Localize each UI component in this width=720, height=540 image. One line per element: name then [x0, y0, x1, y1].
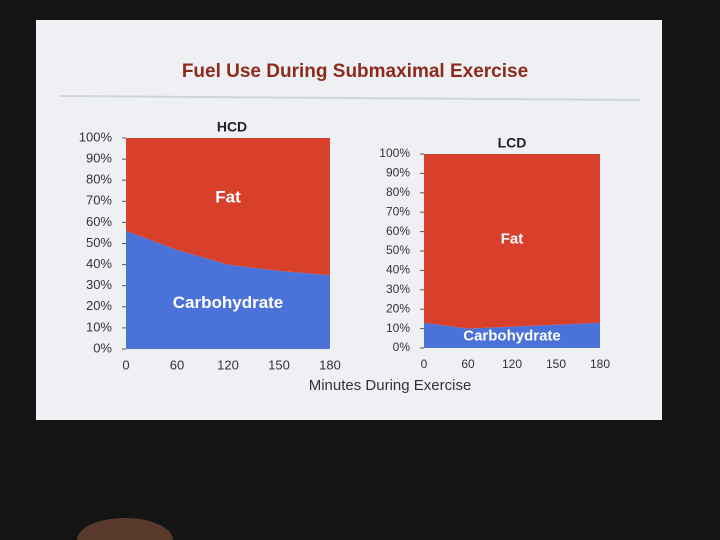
y-tick-label: 70% [386, 204, 410, 218]
y-tick-label: 10% [386, 321, 410, 335]
area [424, 322, 600, 348]
y-tick-label: 50% [386, 243, 410, 257]
area [126, 138, 330, 276]
x-tick-label: 120 [502, 357, 522, 371]
area-label: Fat [501, 231, 524, 248]
y-tick-label: 50% [86, 235, 112, 250]
y-tick-label: 60% [386, 224, 410, 238]
y-tick-label: 90% [86, 151, 112, 166]
x-tick-label: 60 [461, 357, 475, 371]
area-label: Carbohydrate [173, 293, 284, 312]
area [126, 230, 330, 349]
chart-title: LCD [498, 135, 527, 151]
y-tick-label: 0% [393, 340, 411, 354]
y-tick-label: 40% [386, 263, 410, 277]
title-rule [59, 95, 641, 101]
y-tick-label: 60% [86, 214, 112, 229]
x-tick-label: 150 [546, 357, 566, 371]
y-tick-label: 30% [86, 277, 112, 292]
y-tick-label: 70% [86, 193, 112, 208]
y-tick-label: 100% [79, 129, 113, 144]
audience-head [77, 518, 173, 540]
area [424, 154, 600, 329]
y-tick-label: 20% [86, 298, 112, 313]
x-tick-label: 180 [319, 357, 341, 372]
x-tick-label: 0 [122, 357, 129, 372]
y-tick-label: 80% [386, 185, 410, 199]
y-tick-label: 0% [93, 340, 112, 355]
y-tick-label: 20% [386, 301, 410, 315]
x-tick-label: 0 [421, 357, 428, 371]
chart-title: HCD [217, 119, 247, 135]
y-tick-label: 90% [386, 166, 410, 180]
x-tick-label: 120 [217, 357, 239, 372]
x-tick-label: 60 [170, 357, 184, 372]
y-tick-label: 100% [379, 146, 410, 160]
y-tick-label: 10% [86, 319, 112, 334]
area-label: Carbohydrate [463, 328, 561, 345]
y-tick-label: 30% [386, 282, 410, 296]
x-axis-label: Minutes During Exercise [309, 377, 472, 394]
y-tick-label: 40% [86, 256, 112, 271]
area-label: Fat [215, 188, 241, 207]
x-tick-label: 180 [590, 357, 610, 371]
x-tick-label: 150 [268, 357, 290, 372]
slide-title: Fuel Use During Submaximal Exercise [182, 61, 528, 82]
y-tick-label: 80% [86, 172, 112, 187]
